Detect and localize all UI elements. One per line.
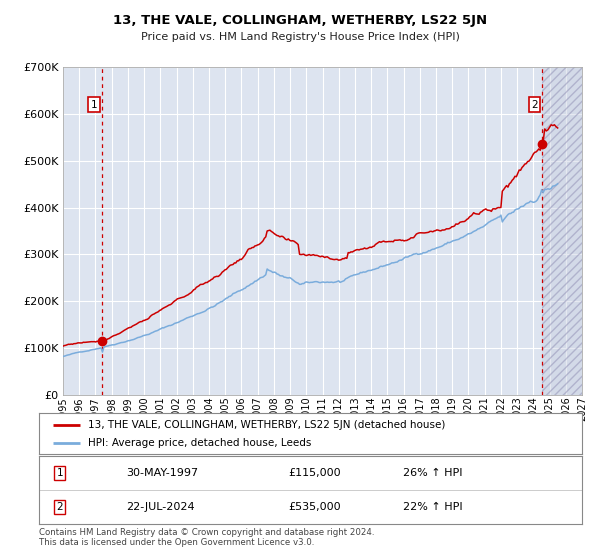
Bar [542, 67, 582, 395]
Bar [542, 67, 582, 395]
Text: 22-JUL-2024: 22-JUL-2024 [126, 502, 194, 512]
Text: £535,000: £535,000 [289, 502, 341, 512]
Text: HPI: Average price, detached house, Leeds: HPI: Average price, detached house, Leed… [88, 438, 311, 448]
Text: 1: 1 [91, 100, 97, 110]
Text: 13, THE VALE, COLLINGHAM, WETHERBY, LS22 5JN (detached house): 13, THE VALE, COLLINGHAM, WETHERBY, LS22… [88, 419, 445, 430]
Text: 1: 1 [56, 468, 63, 478]
Text: Price paid vs. HM Land Registry's House Price Index (HPI): Price paid vs. HM Land Registry's House … [140, 32, 460, 43]
Text: 13, THE VALE, COLLINGHAM, WETHERBY, LS22 5JN: 13, THE VALE, COLLINGHAM, WETHERBY, LS22… [113, 14, 487, 27]
Text: £115,000: £115,000 [289, 468, 341, 478]
Text: Contains HM Land Registry data © Crown copyright and database right 2024.: Contains HM Land Registry data © Crown c… [39, 528, 374, 536]
Text: 2: 2 [531, 100, 538, 110]
Text: 26% ↑ HPI: 26% ↑ HPI [403, 468, 463, 478]
Text: 2: 2 [56, 502, 63, 512]
Text: This data is licensed under the Open Government Licence v3.0.: This data is licensed under the Open Gov… [39, 538, 314, 547]
Text: 22% ↑ HPI: 22% ↑ HPI [403, 502, 463, 512]
Text: 30-MAY-1997: 30-MAY-1997 [126, 468, 198, 478]
